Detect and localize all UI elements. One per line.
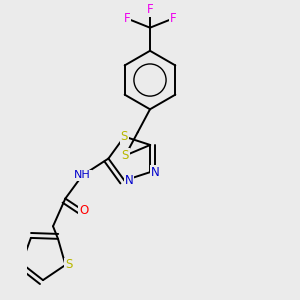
Text: F: F [170, 12, 176, 25]
Text: S: S [65, 258, 72, 272]
Text: S: S [122, 149, 129, 162]
Text: F: F [124, 12, 130, 25]
Text: O: O [79, 204, 88, 218]
Text: S: S [121, 130, 128, 143]
Text: F: F [147, 3, 153, 16]
Text: N: N [151, 166, 159, 178]
Text: N: N [124, 174, 134, 187]
Text: NH: NH [74, 170, 91, 181]
